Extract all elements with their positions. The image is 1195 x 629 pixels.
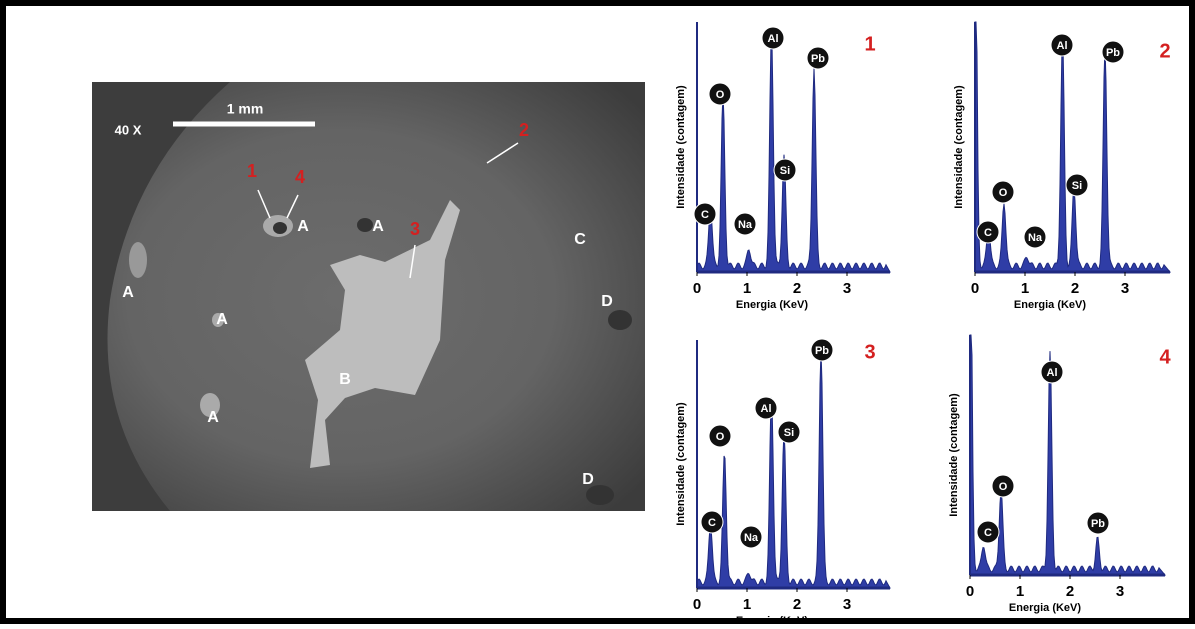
x-tick-label: 3 [843, 596, 851, 613]
x-axis-label: Energia (KeV) [1009, 602, 1081, 614]
x-tick-label: 0 [971, 280, 979, 297]
peak-label: O [716, 89, 725, 101]
x-tick-label: 2 [1071, 280, 1079, 297]
x-tick-label: 3 [1116, 583, 1124, 600]
sem-image [92, 82, 645, 511]
peak-label: Al [1047, 367, 1058, 379]
phase-label: A [297, 218, 309, 235]
y-axis-label: Intensidade (contagem) [675, 85, 687, 209]
x-tick-label: 1 [743, 280, 751, 297]
scale-bar-label: 1 mm [227, 101, 264, 117]
x-tick-label: 3 [843, 280, 851, 297]
peak-label: Na [738, 219, 753, 231]
peak-label: Al [768, 33, 779, 45]
x-tick-label: 0 [966, 583, 974, 600]
y-axis-label: Intensidade (contagem) [948, 393, 960, 517]
magnification: 40 X [115, 122, 142, 137]
peak-label: O [999, 187, 1008, 199]
x-tick-label: 0 [693, 280, 701, 297]
peak-label: Si [780, 165, 790, 177]
peak-label: Pb [815, 345, 829, 357]
peak-label: Pb [1091, 518, 1105, 530]
x-tick-label: 3 [1121, 280, 1129, 297]
spectrum-number: 4 [1159, 346, 1171, 368]
figure: 40 X 1 mm 0 1 2 3 Energia (KeV) Intensidade (… [0, 0, 1195, 624]
x-tick-label: 2 [793, 596, 801, 613]
y-axis-label: Intensidade (contagem) [675, 402, 687, 526]
point-number: 2 [519, 120, 529, 140]
peak-label: O [999, 481, 1008, 493]
peak-label: Na [744, 532, 759, 544]
phase-label: C [574, 231, 586, 248]
peak-label: O [716, 431, 725, 443]
spectrum-number: 3 [864, 341, 875, 363]
x-tick-label: 1 [1016, 583, 1024, 600]
peak-label: C [984, 527, 992, 539]
peak-label: C [708, 517, 716, 529]
phase-label: A [207, 409, 219, 426]
peak-label: Si [784, 427, 794, 439]
phase-label: B [339, 371, 351, 388]
phase-label: D [582, 471, 594, 488]
x-axis-label: Energia (KeV) [1014, 299, 1086, 311]
point-number: 1 [247, 161, 257, 181]
peak-label: Pb [811, 53, 825, 65]
peak-label: Si [1072, 180, 1082, 192]
x-tick-label: 1 [1021, 280, 1029, 297]
peak-label: C [701, 209, 709, 221]
spectrum-number: 2 [1159, 40, 1170, 62]
x-axis-label: Energia (KeV) [736, 615, 808, 624]
point-number: 3 [410, 219, 420, 239]
peak-label: Na [1028, 232, 1043, 244]
point-number: 4 [295, 167, 305, 187]
y-axis-label: Intensidade (contagem) [953, 85, 965, 209]
peak-label: Pb [1106, 47, 1120, 59]
peak-label: C [984, 227, 992, 239]
phase-label: D [601, 293, 613, 310]
x-axis-label: Energia (KeV) [736, 299, 808, 311]
x-tick-label: 0 [693, 596, 701, 613]
phase-label: A [122, 284, 134, 301]
peak-label: Al [1057, 40, 1068, 52]
phase-label: A [372, 218, 384, 235]
x-tick-label: 2 [1066, 583, 1074, 600]
x-tick-label: 2 [793, 280, 801, 297]
x-tick-label: 1 [743, 596, 751, 613]
spectrum-number: 1 [864, 33, 875, 55]
phase-label: A [216, 311, 228, 328]
peak-label: Al [761, 403, 772, 415]
